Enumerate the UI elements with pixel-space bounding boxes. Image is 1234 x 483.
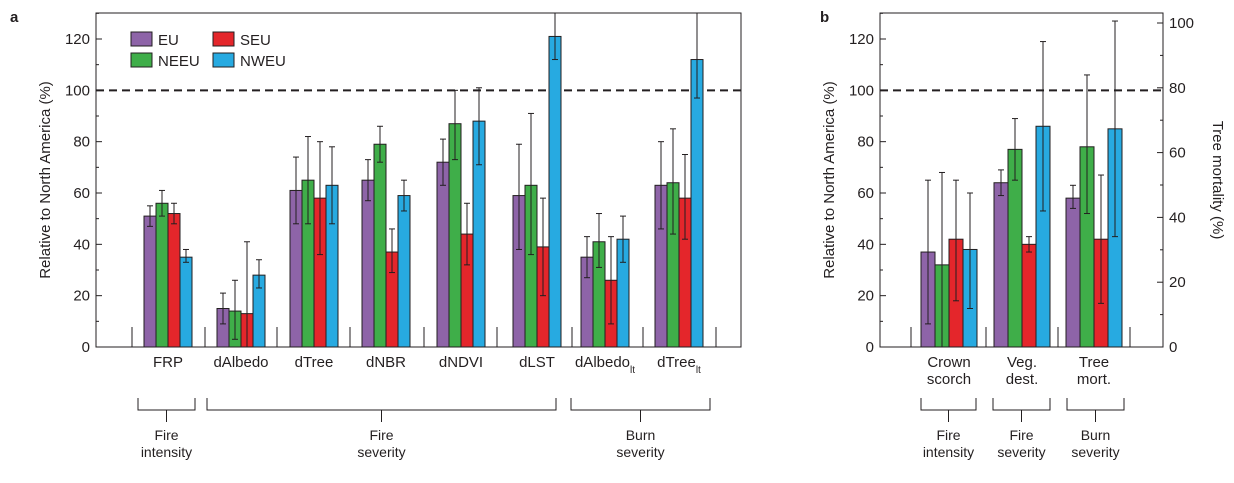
group-label: Burn: [626, 427, 656, 443]
y-axis-title: Relative to North America (%): [821, 81, 838, 279]
y-right-tick-label: 80: [1169, 80, 1186, 97]
y-tick-label: 100: [65, 82, 90, 99]
panel-b-label: b: [820, 9, 829, 26]
bar-nweu: [179, 256, 193, 348]
x-category-label: Crown: [927, 354, 970, 371]
y-tick-label: 100: [849, 82, 874, 99]
y-tick-label: 0: [82, 339, 90, 356]
legend-label-neeu: NEEU: [158, 53, 200, 70]
bar-eu: [1065, 197, 1081, 348]
group-label: intensity: [141, 444, 192, 460]
group-label: Fire: [154, 427, 178, 443]
y-tick-label: 80: [73, 134, 90, 151]
y-tick-label: 20: [73, 288, 90, 305]
group-bracket: [992, 398, 1051, 411]
group-label: severity: [997, 444, 1045, 460]
legend-swatch-seu: [212, 31, 235, 47]
panel-a-label: a: [10, 9, 19, 26]
group-bracket: [137, 398, 196, 411]
y-tick-label: 40: [857, 236, 874, 253]
group-label: Burn: [1081, 427, 1111, 443]
bar-neeu: [373, 143, 387, 348]
y-tick-label: 20: [857, 288, 874, 305]
y-right-tick-label: 0: [1169, 339, 1177, 356]
group-bracket: [206, 398, 557, 411]
x-category-label: Tree: [1079, 354, 1109, 371]
legend-swatch-neeu: [130, 52, 153, 68]
panel-b: 0 20 40 60 80 100 120 Relative to North America…: [821, 12, 1226, 460]
bar-nweu: [397, 195, 411, 348]
group-label: Fire: [369, 427, 393, 443]
bar-eu: [143, 215, 157, 348]
x-category-label: scorch: [927, 371, 971, 388]
x-category-label: dest.: [1006, 371, 1039, 388]
group-label: Fire: [1009, 427, 1033, 443]
bar-eu: [361, 179, 375, 348]
bar-nweu: [548, 35, 562, 348]
x-category-label: dLST: [519, 354, 555, 371]
legend-label-eu: EU: [158, 32, 179, 49]
y-tick-label: 120: [65, 31, 90, 48]
x-category-label: dTree: [295, 354, 334, 371]
group-bracket: [1066, 398, 1125, 411]
bar-seu: [167, 213, 181, 348]
y-right-tick-label: 20: [1169, 274, 1186, 291]
x-category-label: dTreelt: [657, 354, 701, 376]
bar-nweu: [690, 59, 704, 348]
y-tick-label: 60: [73, 185, 90, 202]
y-tick-label: 80: [857, 134, 874, 151]
x-category-label: dNDVI: [439, 354, 483, 371]
bar-eu: [436, 161, 450, 348]
panel-a: 0 20 40 60 80 100 120 Relative to North America…: [37, 12, 742, 460]
y-axis-title: Relative to North America (%): [37, 81, 54, 279]
group-label: severity: [1071, 444, 1119, 460]
group-label: severity: [616, 444, 664, 460]
y-right-axis-title: Tree mortality (%): [1209, 121, 1226, 240]
y-right-tick-label: 100: [1169, 15, 1194, 32]
group-bracket: [570, 398, 711, 411]
bar-seu: [1021, 243, 1037, 348]
bar-eu: [993, 182, 1009, 348]
x-category-label: dNBR: [366, 354, 406, 371]
plot-frame: [95, 12, 742, 348]
group-bracket: [920, 398, 977, 411]
y-tick-label: 120: [849, 31, 874, 48]
y-right-tick-label: 60: [1169, 145, 1186, 162]
legend-label-seu: SEU: [240, 32, 271, 49]
y-tick-label: 60: [857, 185, 874, 202]
y-tick-label: 0: [866, 339, 874, 356]
legend-swatch-eu: [130, 31, 153, 47]
x-category-label: FRP: [153, 354, 183, 371]
x-category-label: dAlbedo: [213, 354, 268, 371]
x-category-label: mort.: [1077, 371, 1111, 388]
y-tick-label: 40: [73, 236, 90, 253]
x-category-label: dAlbedolt: [575, 354, 635, 376]
bar-neeu: [155, 202, 169, 348]
group-label: intensity: [923, 444, 974, 460]
y-right-tick-label: 40: [1169, 209, 1186, 226]
x-category-label: Veg.: [1007, 354, 1037, 371]
group-label: Fire: [936, 427, 960, 443]
group-label: severity: [357, 444, 405, 460]
legend-label-nweu: NWEU: [240, 53, 286, 70]
legend-swatch-nweu: [212, 52, 235, 68]
